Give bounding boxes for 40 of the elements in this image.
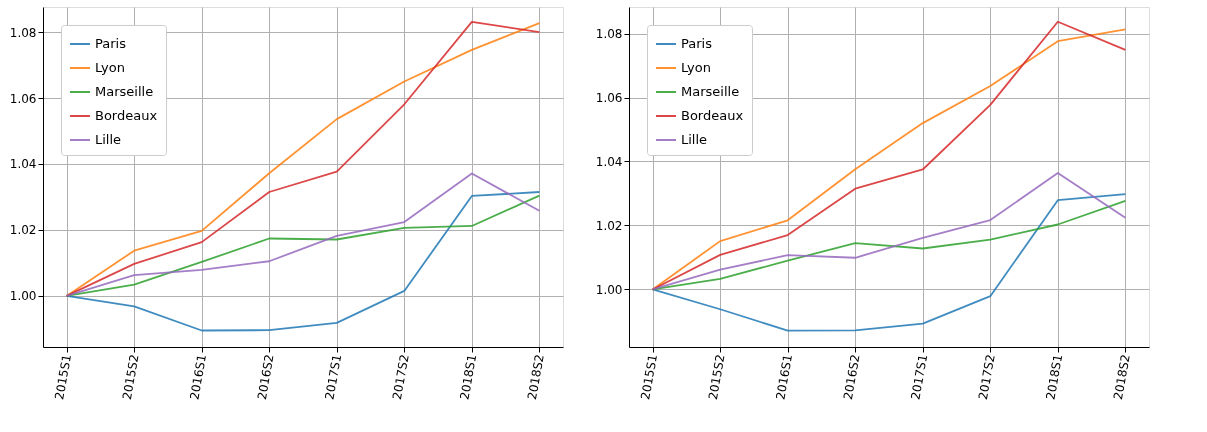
y-tick-label: 1.00: [595, 282, 623, 297]
y-tick-label: 1.02: [595, 218, 623, 233]
x-tick-label: 2018S2: [1111, 353, 1133, 401]
x-tick-label: 2015S1: [638, 353, 661, 401]
x-tick-label: 2016S1: [187, 353, 210, 401]
legend-label: Marseille: [681, 84, 740, 99]
legend-label: Paris: [681, 36, 713, 51]
line-series: [651, 193, 1127, 332]
legend-label: Lille: [95, 132, 122, 147]
y-tick-label: 1.08: [595, 27, 623, 42]
legend-label: Bordeaux: [681, 108, 744, 123]
x-tick-label: 2016S2: [254, 353, 277, 401]
legend-label: Lyon: [95, 60, 125, 75]
legend-label: Paris: [95, 36, 127, 51]
x-tick-label: 2015S2: [705, 353, 728, 401]
x-tick-label: 2017S1: [322, 353, 345, 401]
x-tick-label: 2018S1: [1043, 353, 1066, 401]
y-tick-label: 1.06: [595, 91, 623, 106]
line-series: [65, 191, 541, 332]
x-tick-label: 2018S2: [525, 353, 547, 401]
legend-label: Lyon: [681, 60, 711, 75]
x-tick-label: 2015S1: [52, 353, 75, 401]
x-tick-label: 2016S1: [773, 353, 796, 401]
legend-label: Marseille: [95, 84, 154, 99]
y-tick-label: 1.06: [9, 91, 37, 106]
x-tick-label: 2016S2: [840, 353, 863, 401]
line-series: [651, 172, 1127, 291]
x-tick-label: 2015S2: [119, 353, 142, 401]
legend-label: Lille: [681, 132, 708, 147]
x-tick-label: 2017S1: [908, 353, 931, 401]
y-tick-label: 1.04: [595, 154, 623, 169]
x-tick-label: 2018S1: [457, 353, 480, 401]
x-tick-label: 2017S2: [975, 353, 998, 401]
y-tick-label: 1.04: [9, 157, 37, 172]
x-tick-label: 2017S2: [389, 353, 412, 401]
y-tick-label: 1.02: [9, 223, 37, 238]
y-tick-label: 1.08: [9, 25, 37, 40]
y-tick-label: 1.00: [9, 289, 37, 304]
line-series: [65, 172, 541, 297]
legend-label: Bordeaux: [95, 108, 158, 123]
